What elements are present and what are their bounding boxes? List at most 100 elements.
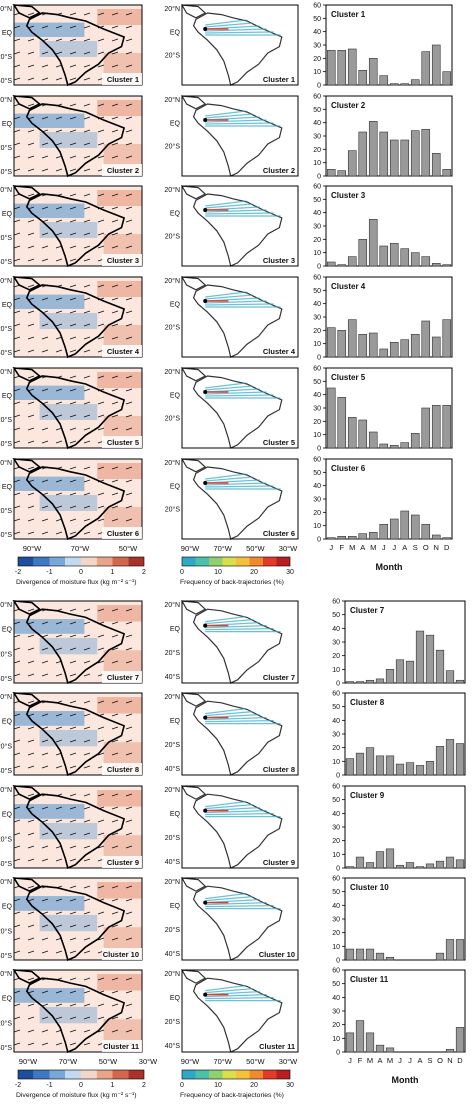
bar-A bbox=[375, 1044, 385, 1053]
bar-A bbox=[358, 533, 368, 540]
lat-tick-label: EQ bbox=[170, 718, 181, 725]
colorbar-segment bbox=[128, 1070, 144, 1079]
flux-vector bbox=[27, 793, 35, 797]
lat-tick-label: EQ bbox=[2, 121, 13, 128]
colorbar-segment bbox=[33, 557, 50, 566]
cluster-label: Cluster 6 bbox=[263, 529, 295, 538]
lat-tick-label: EQ bbox=[2, 484, 13, 491]
x-tick-label: N bbox=[434, 543, 439, 552]
bar-J bbox=[345, 681, 355, 684]
bar-J bbox=[389, 342, 399, 358]
back-trajectory bbox=[205, 394, 274, 397]
cluster-label: Cluster 7 bbox=[107, 673, 139, 682]
coastline bbox=[180, 4, 207, 19]
flux-vector bbox=[13, 752, 21, 756]
flux-vector bbox=[125, 713, 133, 717]
negative-divergence-band bbox=[14, 988, 85, 1003]
flux-vector bbox=[41, 116, 49, 120]
y-tick-label: 0 bbox=[336, 958, 340, 965]
bar-O bbox=[435, 952, 445, 961]
back-trajectory bbox=[205, 628, 274, 631]
flux-vector bbox=[125, 206, 133, 210]
lat-tick-label: EQ bbox=[170, 995, 181, 1002]
colorbar-segment bbox=[81, 1070, 97, 1079]
flux-vector bbox=[41, 911, 49, 915]
y-tick-label: 0 bbox=[317, 355, 321, 362]
lon-tick-label: 70°W bbox=[59, 1057, 78, 1066]
bar-D bbox=[442, 71, 452, 86]
flux-vector bbox=[69, 103, 77, 107]
flux-vector bbox=[41, 427, 49, 431]
flux-vector bbox=[27, 660, 35, 664]
flux-vector bbox=[69, 129, 77, 133]
flux-vector bbox=[125, 647, 133, 651]
flux-vector bbox=[111, 310, 119, 314]
lat-tick-label: 20°S bbox=[0, 835, 12, 843]
flux-vector bbox=[97, 505, 105, 509]
flux-vector bbox=[111, 401, 119, 405]
bar-N bbox=[431, 153, 441, 177]
positive-divergence-patch bbox=[97, 281, 142, 297]
flux-vector bbox=[111, 103, 119, 107]
flux-vector bbox=[13, 77, 21, 81]
cluster-label-box bbox=[102, 164, 142, 176]
y-tick-label: 10 bbox=[313, 160, 321, 167]
flux-vector bbox=[13, 806, 21, 810]
coastline bbox=[12, 969, 42, 984]
x-tick-label: A bbox=[417, 1056, 422, 1065]
flux-vector bbox=[13, 492, 21, 496]
lon-tick-label: 50°W bbox=[246, 544, 265, 553]
map-background bbox=[182, 277, 298, 357]
x-tick-label: S bbox=[427, 1056, 432, 1065]
flux-vector bbox=[41, 621, 49, 625]
flux-vector bbox=[41, 142, 49, 146]
flux-vector bbox=[83, 518, 91, 522]
flux-vector bbox=[69, 621, 77, 625]
flux-vector bbox=[69, 950, 77, 954]
back-trajectory bbox=[205, 997, 274, 1000]
colorbar-segment bbox=[195, 1070, 209, 1079]
y-tick-label: 50 bbox=[313, 470, 321, 477]
flux-vector bbox=[55, 479, 63, 483]
map-frame bbox=[181, 969, 299, 1053]
flux-vector bbox=[125, 845, 133, 849]
bar-A bbox=[358, 70, 368, 86]
flux-vector bbox=[27, 765, 35, 769]
map-frame bbox=[181, 458, 299, 540]
positive-divergence-patch bbox=[97, 372, 142, 388]
flux-vector bbox=[125, 832, 133, 836]
flux-vector bbox=[69, 700, 77, 704]
flux-vector bbox=[125, 193, 133, 197]
negative-divergence-band bbox=[14, 22, 85, 37]
lat-tick-label: 20°S bbox=[165, 506, 181, 514]
map-background bbox=[182, 96, 298, 176]
flux-vector bbox=[55, 492, 63, 496]
lat-tick-label: 40°S bbox=[165, 673, 181, 681]
flux-vector bbox=[69, 336, 77, 340]
y-tick-label: 60 bbox=[313, 457, 321, 464]
flux-vector bbox=[83, 845, 91, 849]
lat-tick-label: 20°N bbox=[164, 693, 180, 701]
flux-vector bbox=[83, 739, 91, 743]
chart-frame bbox=[344, 969, 466, 1053]
flux-vector bbox=[27, 505, 35, 509]
flux-vector bbox=[55, 323, 63, 327]
flux-vector bbox=[27, 531, 35, 535]
coastline bbox=[192, 12, 283, 86]
flux-vector bbox=[41, 950, 49, 954]
flux-vector bbox=[27, 155, 35, 159]
bar-D bbox=[455, 1027, 465, 1053]
lat-tick-label: 20°S bbox=[165, 834, 181, 842]
flux-vector bbox=[13, 401, 21, 405]
negative-divergence-patch bbox=[39, 729, 98, 747]
flux-vector bbox=[97, 12, 105, 16]
back-trajectory bbox=[205, 804, 253, 810]
lat-tick-label: 20°N bbox=[0, 878, 12, 886]
flux-vector bbox=[41, 845, 49, 849]
chart-title: Cluster 2 bbox=[331, 101, 366, 110]
flux-vector bbox=[55, 621, 63, 625]
bar-F bbox=[337, 264, 347, 267]
flux-vector bbox=[111, 739, 119, 743]
flux-vector bbox=[83, 155, 91, 159]
bar-J bbox=[379, 131, 389, 177]
